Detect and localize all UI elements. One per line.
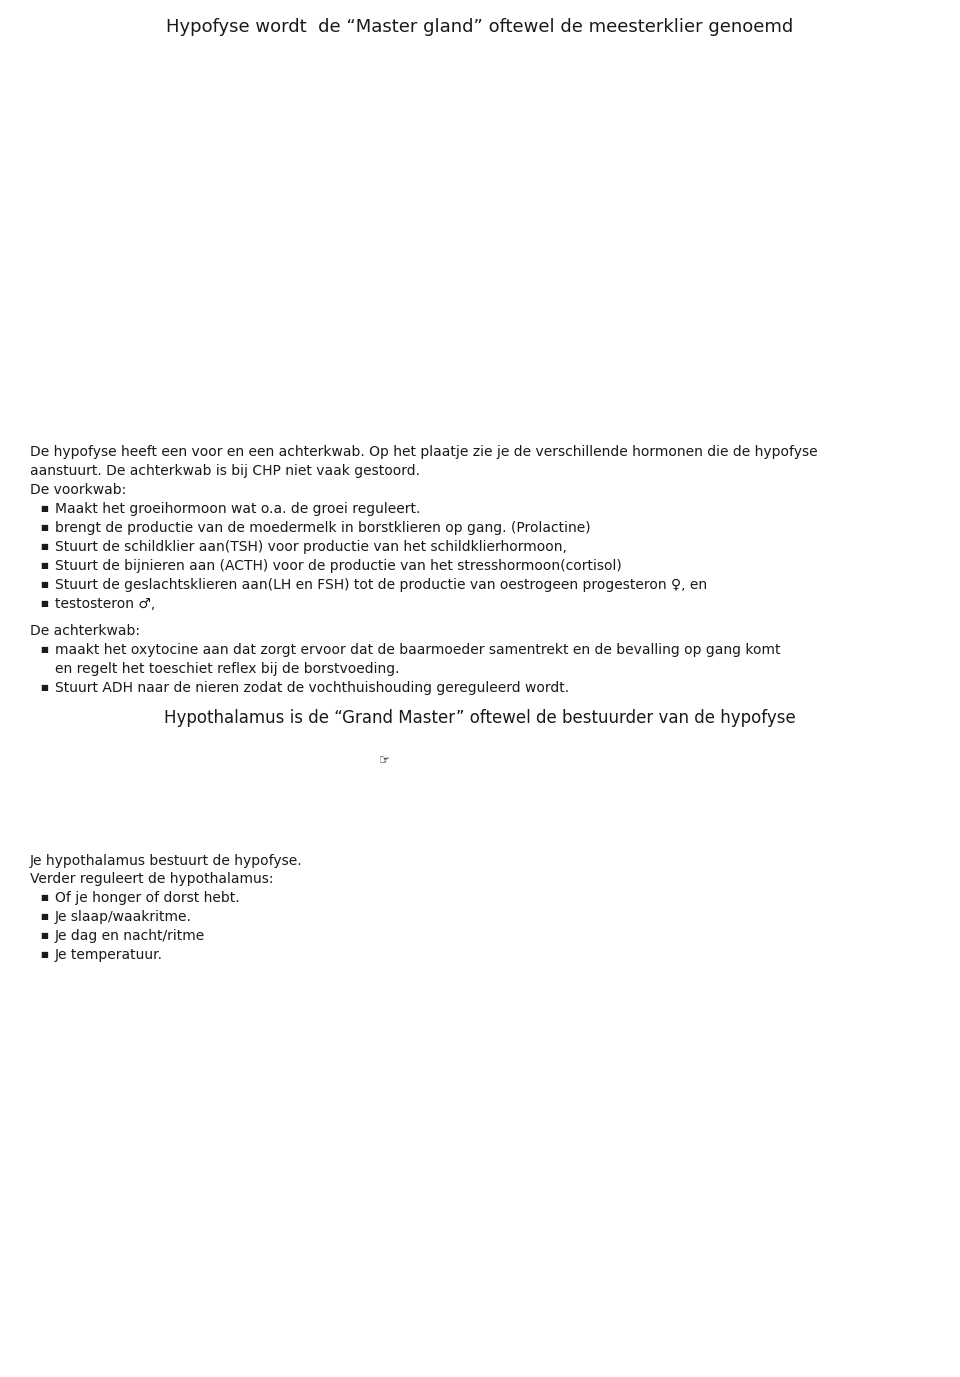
Text: Maakt het groeihormoon wat o.a. de groei reguleert.: Maakt het groeihormoon wat o.a. de groei… xyxy=(55,503,420,516)
Text: Of je honger of dorst hebt.: Of je honger of dorst hebt. xyxy=(55,891,240,905)
Text: Verder reguleert de hypothalamus:: Verder reguleert de hypothalamus: xyxy=(30,872,274,885)
Text: Je slaap/waakritme.: Je slaap/waakritme. xyxy=(55,910,192,924)
Text: Stuurt ADH naar de nieren zodat de vochthuishouding gereguleerd wordt.: Stuurt ADH naar de nieren zodat de vocht… xyxy=(55,682,569,695)
Text: ■: ■ xyxy=(40,894,48,902)
Text: Je dag en nacht/ritme: Je dag en nacht/ritme xyxy=(55,929,205,943)
Text: testosteron ♂,: testosteron ♂, xyxy=(55,598,156,611)
Text: ■: ■ xyxy=(40,644,48,654)
Bar xyxy=(110,43,850,430)
Text: ■: ■ xyxy=(40,504,48,514)
Text: ■: ■ xyxy=(40,683,48,693)
Text: De hypofyse heeft een voor en een achterkwab. Op het plaatje zie je de verschill: De hypofyse heeft een voor en een achter… xyxy=(30,445,818,459)
Text: ■: ■ xyxy=(40,523,48,532)
Text: ■: ■ xyxy=(40,950,48,958)
Text: ☞: ☞ xyxy=(378,755,390,767)
Text: maakt het oxytocine aan dat zorgt ervoor dat de baarmoeder samentrekt en de beva: maakt het oxytocine aan dat zorgt ervoor… xyxy=(55,643,780,657)
Bar xyxy=(460,795,930,1175)
Text: aanstuurt. De achterkwab is bij CHP niet vaak gestoord.: aanstuurt. De achterkwab is bij CHP niet… xyxy=(30,464,420,478)
Text: Hypothalamus is de “Grand Master” oftewel de bestuurder van de hypofyse: Hypothalamus is de “Grand Master” oftewe… xyxy=(164,709,796,727)
Text: ■: ■ xyxy=(40,543,48,551)
Text: ■: ■ xyxy=(40,560,48,570)
Text: Stuurt de schildklier aan(TSH) voor productie van het schildklierhormoon,: Stuurt de schildklier aan(TSH) voor prod… xyxy=(55,540,566,554)
Text: en regelt het toeschiet reflex bij de borstvoeding.: en regelt het toeschiet reflex bij de bo… xyxy=(55,662,399,676)
Text: Hypofyse wordt  de “Master gland” oftewel de meesterklier genoemd: Hypofyse wordt de “Master gland” oftewel… xyxy=(166,18,794,36)
Text: De voorkwab:: De voorkwab: xyxy=(30,483,127,497)
Text: ■: ■ xyxy=(40,599,48,609)
Text: De achterkwab:: De achterkwab: xyxy=(30,624,140,638)
Text: ■: ■ xyxy=(40,580,48,589)
Text: Stuurt de bijnieren aan (ACTH) voor de productie van het stresshormoon(cortisol): Stuurt de bijnieren aan (ACTH) voor de p… xyxy=(55,559,622,573)
Text: ■: ■ xyxy=(40,912,48,921)
Text: Je hypothalamus bestuurt de hypofyse.: Je hypothalamus bestuurt de hypofyse. xyxy=(30,854,302,868)
Text: Je temperatuur.: Je temperatuur. xyxy=(55,947,163,963)
Text: Stuurt de geslachtsklieren aan(LH en FSH) tot de productie van oestrogeen proges: Stuurt de geslachtsklieren aan(LH en FSH… xyxy=(55,578,708,592)
Text: ■: ■ xyxy=(40,931,48,940)
Text: brengt de productie van de moedermelk in borstklieren op gang. (Prolactine): brengt de productie van de moedermelk in… xyxy=(55,521,590,536)
